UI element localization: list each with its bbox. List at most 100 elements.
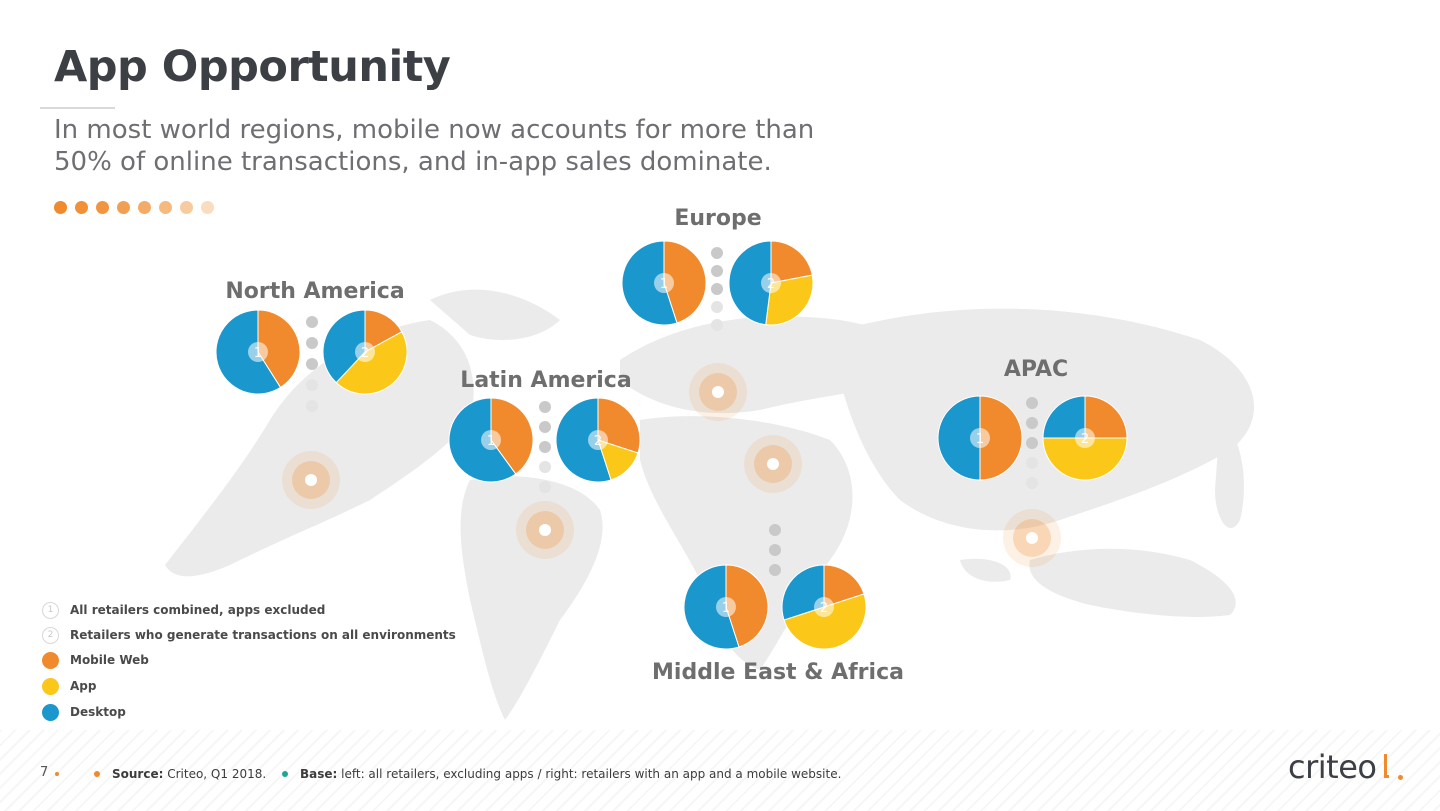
pie-chart-middle-east-africa-1: 1: [683, 564, 769, 650]
footnote-bullet-icon: [94, 771, 100, 777]
pie-chart-latin-america-2: 2: [555, 397, 641, 483]
pie-slice-mobile-web: [823, 564, 865, 608]
legend-swatch-mobile-web: [42, 651, 59, 669]
pie-slice-mobile-web: [663, 240, 707, 324]
slide-subtitle: In most world regions, mobile now accoun…: [54, 114, 954, 178]
page-number: 7: [40, 765, 49, 780]
page-number-dot: [55, 772, 59, 776]
pie-chart-europe-2: 2: [728, 240, 814, 326]
subtitle-line-1: In most world regions, mobile now accoun…: [54, 115, 815, 145]
separator-dot: [306, 400, 318, 412]
legend-label: Retailers who generate transactions on a…: [70, 628, 456, 642]
decorative-dot: [180, 201, 193, 214]
legend-item-all-environments: 2 Retailers who generate transactions on…: [42, 625, 456, 645]
pie-center: [654, 273, 674, 293]
pie-number-label: 2: [767, 277, 775, 292]
region-label-europe: Europe: [674, 206, 762, 231]
pie-slice-desktop: [621, 240, 678, 326]
criteo-logo-dot-icon: [1398, 775, 1403, 780]
separator-dot: [539, 441, 551, 453]
pie-center: [355, 342, 375, 362]
location-hotspot-europe: [689, 363, 747, 421]
legend-swatch-app: [42, 677, 59, 695]
separator-dot: [539, 401, 551, 413]
pie-slice-mobile-web: [770, 240, 813, 284]
footnote-base-label: Base:: [300, 767, 338, 781]
decorative-dot: [138, 201, 151, 214]
location-hotspot-latin-america: [516, 501, 574, 559]
separator-dot: [539, 421, 551, 433]
decorative-dot: [54, 201, 67, 214]
separator-dot: [1026, 457, 1038, 469]
pie-chart-europe-1: 1: [621, 240, 707, 326]
pie-number-label: 1: [254, 346, 262, 361]
separator-dot: [711, 283, 723, 295]
footnote-source: Source: Criteo, Q1 2018.: [94, 767, 266, 781]
legend-label: App: [70, 679, 97, 693]
separator-dot: [711, 265, 723, 277]
pie-chart-apac-1: 1: [937, 395, 1023, 481]
separator-dot: [1026, 437, 1038, 449]
legend-item-app: App: [42, 676, 96, 696]
pie-slice-desktop: [937, 395, 981, 481]
pie-slice-mobile-web: [597, 397, 641, 454]
location-hotspot-north-america: [282, 451, 340, 509]
pie-chart-north-america-1: 1: [215, 309, 301, 395]
pie-slice-mobile-web: [364, 309, 403, 353]
criteo-logo-text: criteo: [1288, 748, 1377, 786]
pie-chart-middle-east-africa-2: 2: [781, 564, 867, 650]
legend-item-all-retailers: 1 All retailers combined, apps excluded: [42, 600, 325, 620]
pie-center: [248, 342, 268, 362]
decorative-dot: [159, 201, 172, 214]
pie-number-label: 1: [487, 434, 495, 449]
decorative-dot: [117, 201, 130, 214]
subtitle-line-2: 50% of online transactions, and in-app s…: [54, 147, 772, 177]
decorative-dot: [96, 201, 109, 214]
pie-chart-latin-america-1: 1: [448, 397, 534, 483]
footer-stripes: [0, 730, 1440, 811]
separator-dot: [1026, 417, 1038, 429]
pie-number-label: 2: [820, 601, 828, 616]
pie-number-label: 1: [722, 601, 730, 616]
pie-center: [588, 430, 608, 450]
decorative-dot: [75, 201, 88, 214]
pie-center: [970, 428, 990, 448]
legend-marker-1: 1: [42, 601, 59, 619]
legend-item-mobile-web: Mobile Web: [42, 650, 149, 670]
location-hotspot-middle-east-africa: [744, 435, 802, 493]
location-hotspot-apac: [1003, 509, 1061, 567]
pie-slice-desktop: [555, 397, 612, 483]
pie-number-label: 2: [1081, 432, 1089, 447]
region-label-middle-east-africa: Middle East & Africa: [652, 660, 904, 685]
pie-slice-desktop: [683, 564, 740, 650]
pie-number-label: 1: [976, 432, 984, 447]
separator-dot: [539, 461, 551, 473]
pie-slice-mobile-web: [1084, 395, 1128, 439]
pie-number-label: 2: [594, 434, 602, 449]
pie-center: [716, 597, 736, 617]
separator-dot: [1026, 397, 1038, 409]
region-label-north-america: North America: [225, 279, 405, 304]
legend-marker-2: 2: [42, 626, 59, 644]
separator-dot: [306, 316, 318, 328]
pie-chart-apac-2: 2: [1042, 395, 1128, 481]
region-label-latin-america: Latin America: [460, 368, 632, 393]
separator-dot: [769, 544, 781, 556]
title-underline: [40, 107, 115, 109]
pie-slice-mobile-web: [725, 564, 769, 648]
slide-footer: 7 Source: Criteo, Q1 2018. Base: left: a…: [0, 760, 1440, 790]
criteo-logo-mark-icon: [1384, 754, 1389, 778]
footnote-bullet-icon: [282, 771, 288, 777]
separator-dot: [306, 379, 318, 391]
pie-slice-app: [1042, 437, 1128, 481]
separator-dot: [711, 319, 723, 331]
pie-slice-app: [783, 593, 867, 650]
footnote-source-label: Source:: [112, 767, 164, 781]
pie-center: [814, 597, 834, 617]
separator-dot: [539, 481, 551, 493]
legend-label: Mobile Web: [70, 653, 149, 667]
pie-slice-desktop: [322, 309, 366, 384]
legend-swatch-desktop: [42, 703, 59, 721]
separator-dot: [711, 247, 723, 259]
